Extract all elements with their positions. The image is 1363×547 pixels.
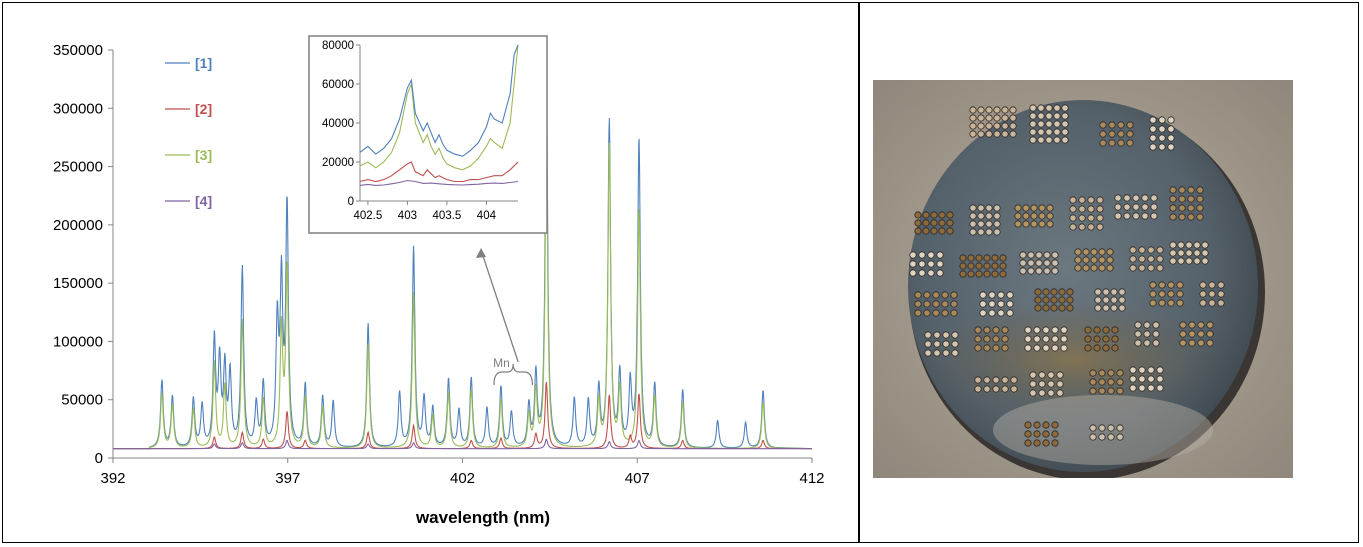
series-line-1 (113, 76, 813, 450)
mn-label: Mn (493, 356, 510, 370)
legend: [1] [2] [3] [4] (165, 55, 212, 209)
mn-bracket (493, 363, 533, 386)
y-tick-label: 50000 (61, 392, 103, 409)
inset-x-tick-label: 403.5 (433, 210, 462, 222)
series-line-4 (113, 438, 813, 450)
y-tick-label: 200000 (53, 217, 103, 234)
inset-series-line-4 (359, 179, 519, 186)
y-tick-label: 300000 (53, 100, 103, 117)
inset-series-line-1 (359, 44, 519, 157)
x-tick-label: 407 (625, 470, 650, 487)
inset-pointer-arrow (480, 249, 519, 363)
legend-label: [4] (195, 193, 212, 209)
inset-y-tick-label: 40000 (322, 118, 354, 130)
legend-label: [2] (195, 101, 212, 117)
inset-series-line-3 (359, 44, 519, 171)
sample-disc-photo-icon (873, 80, 1293, 478)
main-series-group (113, 76, 813, 450)
legend-label: [1] (195, 55, 212, 71)
inset-x-tick-label: 404 (477, 210, 497, 222)
inset-y-tick-label: 0 (348, 196, 354, 208)
series-line-3 (113, 141, 813, 450)
y-tick-label: 150000 (53, 275, 103, 292)
inset-frame (308, 35, 548, 234)
inset-y-tick-label: 20000 (322, 157, 354, 169)
x-tick-label: 402 (450, 470, 475, 487)
y-tick-label: 250000 (53, 159, 103, 176)
spectrum-chart: 0500001000001500002000002500003000003500… (53, 35, 825, 527)
y-tick-label: 100000 (53, 333, 103, 350)
x-tick-label: 412 (799, 470, 824, 487)
x-tick-label: 397 (275, 470, 300, 487)
inset-y-tick-label: 60000 (322, 79, 354, 91)
mn-annotation: Mn (476, 248, 533, 386)
inset-chart: 0 20000 40000 60000 80000 402.5 403 403.5 404 (308, 35, 548, 234)
inset-series-line-2 (359, 161, 519, 183)
y-tick-label: 350000 (53, 42, 103, 59)
panel-divider (858, 2, 860, 543)
y-tick-label: 0 (95, 450, 103, 467)
inset-y-tick-label: 80000 (322, 40, 354, 52)
inset-x-tick-label: 403 (398, 210, 417, 222)
legend-label: [3] (195, 147, 212, 163)
inset-x-tick-label: 402.5 (354, 210, 383, 222)
main-axes: 0500001000001500002000002500003000003500… (53, 42, 825, 487)
x-axis-label: wavelength (nm) (415, 508, 550, 527)
x-tick-label: 392 (100, 470, 125, 487)
arrow-head (476, 248, 486, 258)
